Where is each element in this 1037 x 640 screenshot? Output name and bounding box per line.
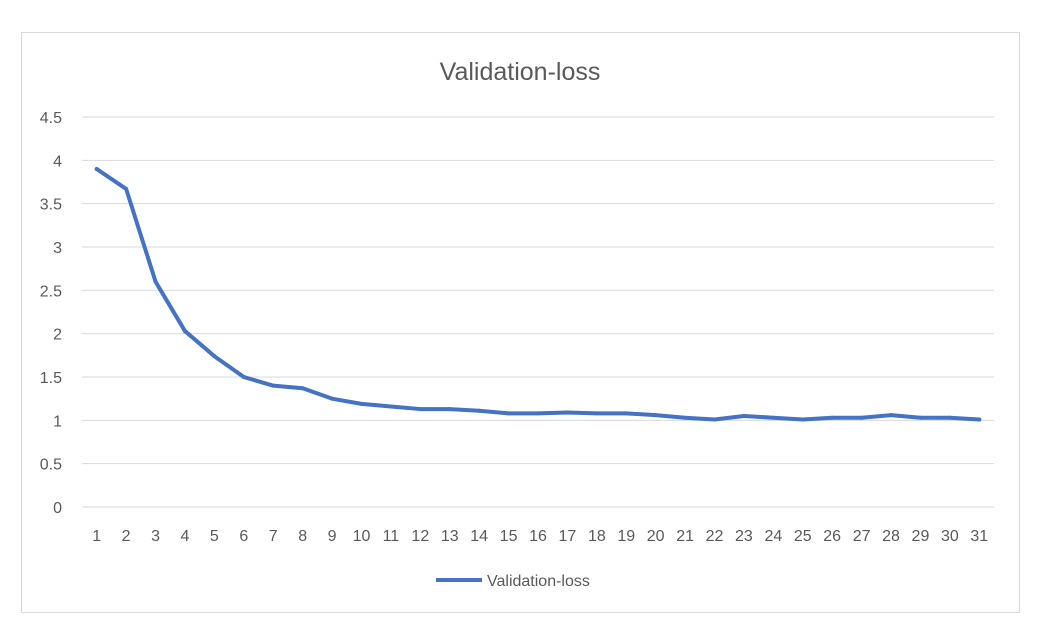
x-tick-label: 9 bbox=[328, 528, 337, 545]
x-tick-label: 15 bbox=[500, 528, 518, 545]
x-tick-label: 7 bbox=[269, 528, 278, 545]
data-point bbox=[683, 415, 688, 420]
data-point bbox=[800, 417, 805, 422]
x-tick-label: 28 bbox=[882, 528, 900, 545]
x-tick-label: 26 bbox=[823, 528, 841, 545]
x-tick-label: 3 bbox=[151, 528, 160, 545]
data-point bbox=[506, 411, 511, 416]
data-point bbox=[124, 186, 129, 191]
x-tick-label: 30 bbox=[941, 528, 959, 545]
y-tick-label: 1.5 bbox=[40, 370, 62, 387]
data-point bbox=[212, 354, 217, 359]
x-tick-label: 23 bbox=[735, 528, 753, 545]
data-point bbox=[565, 410, 570, 415]
data-point bbox=[477, 408, 482, 413]
x-tick-label: 18 bbox=[588, 528, 606, 545]
series-layer bbox=[94, 167, 982, 422]
x-tick-label: 31 bbox=[970, 528, 988, 545]
data-point bbox=[712, 417, 717, 422]
x-tick-label: 22 bbox=[706, 528, 724, 545]
data-point bbox=[594, 411, 599, 416]
data-point bbox=[977, 417, 982, 422]
x-tick-label: 11 bbox=[383, 528, 400, 545]
x-tick-label: 20 bbox=[647, 528, 665, 545]
chart-title: Validation-loss bbox=[440, 58, 601, 86]
data-point bbox=[859, 415, 864, 420]
gridlines bbox=[82, 116, 994, 508]
data-point bbox=[388, 404, 393, 409]
data-point bbox=[918, 415, 923, 420]
data-point bbox=[359, 401, 364, 406]
x-tick-label: 14 bbox=[470, 528, 488, 545]
chart-area bbox=[21, 32, 1020, 613]
data-point bbox=[330, 396, 335, 401]
legend: Validation-loss bbox=[436, 573, 590, 590]
data-point bbox=[653, 413, 658, 418]
y-tick-label: 2 bbox=[53, 327, 62, 344]
x-tick-label: 19 bbox=[617, 528, 635, 545]
legend-label: Validation-loss bbox=[487, 573, 590, 590]
data-point bbox=[153, 279, 158, 284]
x-tick-label: 17 bbox=[559, 528, 577, 545]
x-axis-tick-labels: 1 2 3 4 5 6 7 8 9 10 11 12 13 14 15 16 17 18 19 20 21 22 23 24 2… bbox=[92, 528, 988, 545]
y-tick-label: 3 bbox=[53, 240, 62, 257]
data-point bbox=[741, 414, 746, 418]
data-point bbox=[94, 167, 99, 171]
y-tick-label: 2.5 bbox=[40, 283, 62, 300]
x-tick-label: 16 bbox=[529, 528, 547, 545]
data-point bbox=[447, 407, 452, 412]
x-tick-label: 2 bbox=[122, 528, 131, 545]
data-point bbox=[271, 383, 276, 388]
x-tick-label: 25 bbox=[794, 528, 812, 545]
data-point bbox=[624, 411, 629, 416]
data-point bbox=[536, 411, 540, 416]
y-axis-tick-labels: 0 0.5 1 1.5 2 2.5 3 3.5 4 4.5 bbox=[40, 110, 62, 517]
data-point bbox=[182, 329, 187, 334]
data-point bbox=[241, 375, 246, 379]
x-tick-label: 12 bbox=[411, 528, 429, 545]
x-tick-label: 10 bbox=[353, 528, 371, 545]
y-tick-label: 3.5 bbox=[40, 197, 62, 214]
x-tick-label: 4 bbox=[181, 528, 190, 545]
x-tick-label: 29 bbox=[912, 528, 930, 545]
data-point bbox=[830, 415, 835, 420]
y-tick-label: 0.5 bbox=[40, 457, 62, 474]
y-tick-label: 4 bbox=[53, 153, 62, 170]
y-tick-label: 4.5 bbox=[40, 110, 62, 127]
data-point bbox=[418, 407, 423, 412]
x-tick-label: 8 bbox=[298, 528, 307, 545]
x-tick-label: 13 bbox=[441, 528, 459, 545]
x-tick-label: 6 bbox=[239, 528, 248, 545]
series-line bbox=[94, 167, 982, 422]
x-tick-label: 1 bbox=[92, 528, 101, 545]
data-point bbox=[300, 386, 305, 391]
x-tick-label: 5 bbox=[210, 528, 219, 545]
data-point bbox=[889, 413, 894, 418]
y-tick-label: 0 bbox=[53, 500, 62, 517]
x-tick-label: 27 bbox=[853, 528, 871, 545]
x-tick-label: 21 bbox=[676, 528, 694, 545]
data-point bbox=[771, 415, 776, 420]
data-point bbox=[947, 415, 952, 420]
x-tick-label: 24 bbox=[764, 528, 782, 545]
y-tick-label: 1 bbox=[53, 413, 62, 430]
